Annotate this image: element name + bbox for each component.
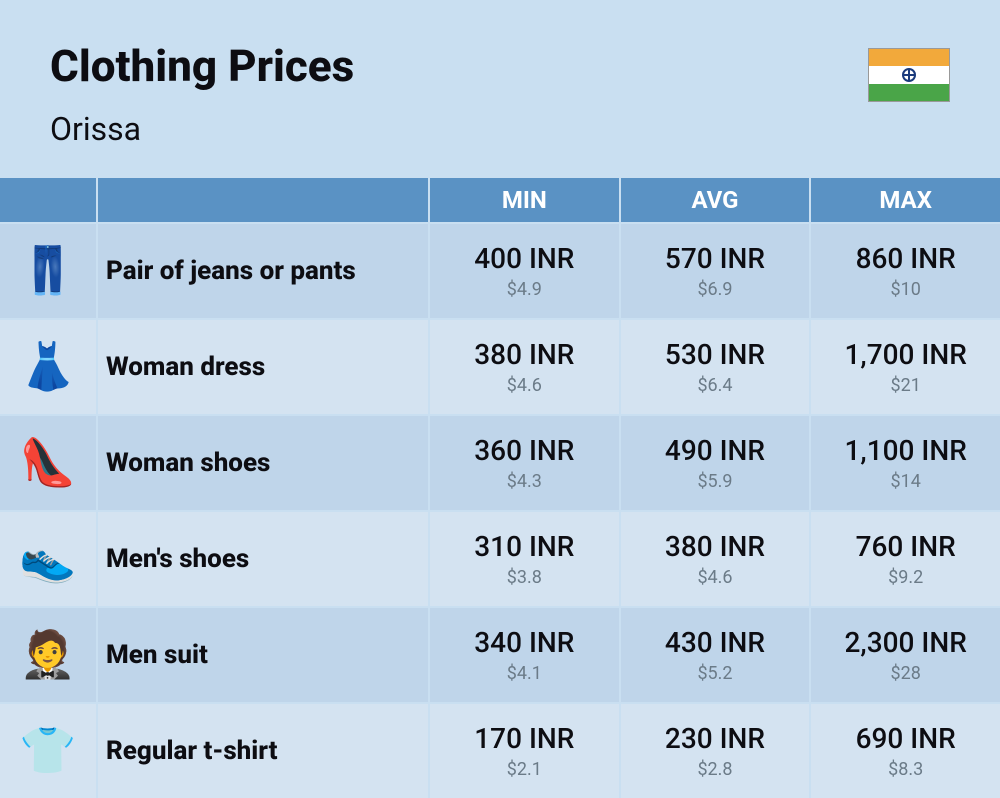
avg-cell: 570 INR $6.9 [621, 224, 810, 318]
table-row: 👗Woman dress 380 INR $4.6 530 INR $6.4 1,700 … [0, 320, 1000, 414]
table-row: 👖Pair of jeans or pants 400 INR $4.9 570 IN… [0, 224, 1000, 318]
table-row: 👟Men's shoes 310 INR $3.8 380 INR $4.6 760 IN… [0, 512, 1000, 606]
min-usd: $4.9 [507, 279, 542, 300]
prices-table: MIN AVG MAX 👖Pair of jeans or pants400 I… [0, 178, 1000, 798]
min-value: 380 INR [474, 338, 574, 371]
min-cell: 170 INR $2.1 [430, 704, 619, 798]
max-value: 1,100 INR [845, 434, 967, 467]
item-icon: 👗 [0, 320, 96, 414]
item-label: Men suit [98, 608, 428, 702]
max-usd: $8.3 [888, 759, 923, 780]
max-value: 760 INR [856, 530, 956, 563]
avg-usd: $2.8 [697, 759, 732, 780]
min-cell: 310 INR $3.8 [430, 512, 619, 606]
avg-value: 380 INR [665, 530, 765, 563]
max-cell: 2,300 INR $28 [811, 608, 1000, 702]
max-usd: $14 [890, 471, 920, 492]
min-value: 310 INR [474, 530, 574, 563]
min-value: 170 INR [474, 722, 574, 755]
max-usd: $28 [890, 663, 920, 684]
avg-usd: $6.9 [697, 279, 732, 300]
item-icon: 👖 [0, 224, 96, 318]
item-label: Woman dress [98, 320, 428, 414]
item-label: Pair of jeans or pants [98, 224, 428, 318]
max-usd: $9.2 [888, 567, 923, 588]
item-icon: 👟 [0, 512, 96, 606]
table-header-row: MIN AVG MAX [0, 178, 1000, 222]
table-row: 👕Regular t-shirt 170 INR $2.1 230 INR $2.8 69… [0, 704, 1000, 798]
avg-usd: $5.9 [697, 471, 732, 492]
item-label: Regular t-shirt [98, 704, 428, 798]
max-usd: $21 [890, 375, 920, 396]
avg-value: 530 INR [665, 338, 765, 371]
avg-value: 430 INR [665, 626, 765, 659]
avg-cell: 490 INR $5.9 [621, 416, 810, 510]
max-value: 690 INR [856, 722, 956, 755]
max-value: 860 INR [856, 242, 956, 275]
max-cell: 1,700 INR $21 [811, 320, 1000, 414]
item-label: Men's shoes [98, 512, 428, 606]
min-usd: $4.6 [507, 375, 542, 396]
min-usd: $4.3 [507, 471, 542, 492]
col-icon-header [0, 178, 96, 222]
min-usd: $3.8 [507, 567, 542, 588]
col-max-header: MAX [811, 178, 1000, 222]
min-cell: 340 INR $4.1 [430, 608, 619, 702]
location-subtitle: Orissa [50, 110, 354, 148]
avg-cell: 430 INR $5.2 [621, 608, 810, 702]
max-cell: 860 INR $10 [811, 224, 1000, 318]
page-title: Clothing Prices [50, 40, 354, 92]
min-cell: 380 INR $4.6 [430, 320, 619, 414]
max-cell: 690 INR $8.3 [811, 704, 1000, 798]
avg-value: 230 INR [665, 722, 765, 755]
max-value: 2,300 INR [845, 626, 967, 659]
min-value: 400 INR [474, 242, 574, 275]
min-usd: $4.1 [507, 663, 542, 684]
item-icon: 🤵 [0, 608, 96, 702]
max-value: 1,700 INR [845, 338, 967, 371]
india-flag-icon [868, 48, 950, 102]
table-row: 👠Woman shoes 360 INR $4.3 490 INR $5.9 1,100 … [0, 416, 1000, 510]
item-icon: 👠 [0, 416, 96, 510]
avg-cell: 530 INR $6.4 [621, 320, 810, 414]
avg-usd: $5.2 [697, 663, 732, 684]
max-cell: 1,100 INR $14 [811, 416, 1000, 510]
avg-usd: $4.6 [697, 567, 732, 588]
min-cell: 360 INR $4.3 [430, 416, 619, 510]
avg-value: 570 INR [665, 242, 765, 275]
max-usd: $10 [890, 279, 920, 300]
avg-value: 490 INR [665, 434, 765, 467]
item-icon: 👕 [0, 704, 96, 798]
title-block: Clothing Prices Orissa [50, 40, 354, 148]
page-header: Clothing Prices Orissa [0, 0, 1000, 178]
col-min-header: MIN [430, 178, 619, 222]
min-cell: 400 INR $4.9 [430, 224, 619, 318]
min-usd: $2.1 [507, 759, 542, 780]
item-label: Woman shoes [98, 416, 428, 510]
table-row: 🤵Men suit 340 INR $4.1 430 INR $5.2 2,300 INR… [0, 608, 1000, 702]
min-value: 340 INR [474, 626, 574, 659]
max-cell: 760 INR $9.2 [811, 512, 1000, 606]
avg-usd: $6.4 [697, 375, 732, 396]
min-value: 360 INR [474, 434, 574, 467]
avg-cell: 230 INR $2.8 [621, 704, 810, 798]
col-label-header [98, 178, 428, 222]
col-avg-header: AVG [621, 178, 810, 222]
avg-cell: 380 INR $4.6 [621, 512, 810, 606]
